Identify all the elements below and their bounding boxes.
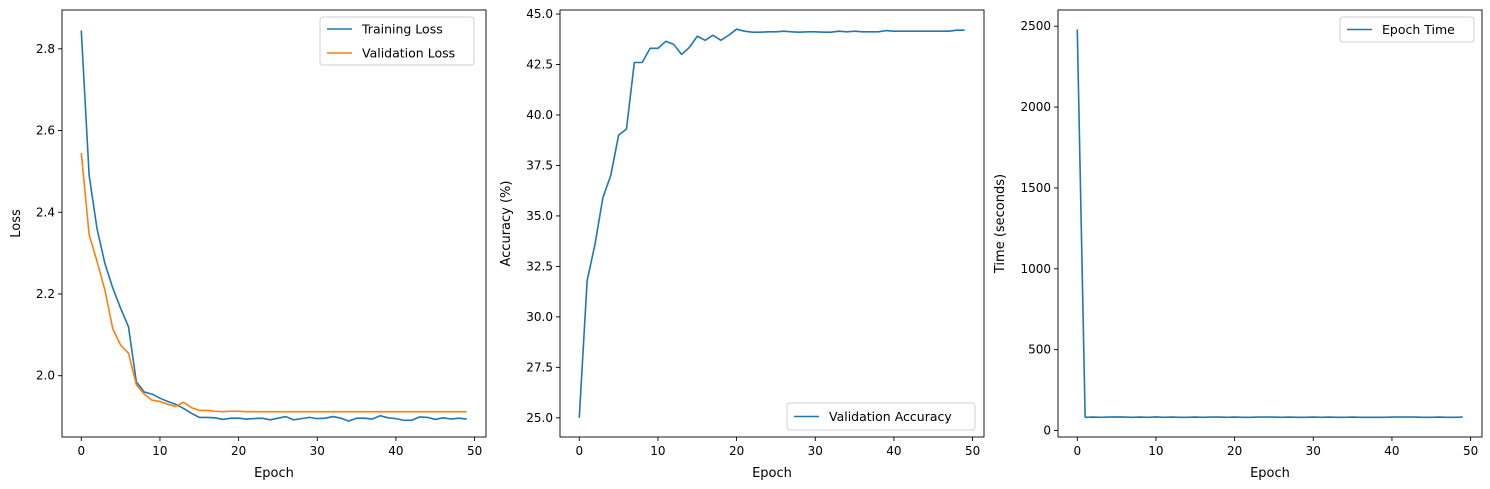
y-tick-label: 500 (1028, 343, 1051, 357)
x-tick-label: 40 (886, 444, 901, 458)
legend-box (786, 402, 976, 431)
y-tick-label: 35.0 (526, 209, 553, 223)
series-line-validation-accuracy (578, 28, 965, 418)
y-tick-label: 2.6 (36, 124, 55, 138)
epoch-time-chart: Epoch Time (seconds) 0 10 20 30 40 5005001000… (993, 9, 1483, 481)
legend: Epoch Time (1339, 16, 1475, 43)
x-axis-label: Epoch (1250, 466, 1290, 481)
legend-box (319, 16, 475, 66)
y-tick-label: 32.5 (526, 259, 553, 273)
x-tick-label: 50 (1463, 444, 1478, 458)
x-axis-label: Epoch (254, 466, 294, 481)
x-tick-label: 30 (1306, 444, 1321, 458)
y-axis-label: Loss (9, 209, 24, 238)
y-tick-label: 30.0 (526, 310, 553, 324)
accuracy-chart: Epoch Accuracy (%) 0 10 20 30 40 50 25.0 27.5 30… (499, 7, 985, 481)
x-tick-label: 30 (808, 444, 823, 458)
plot-frame (1057, 9, 1483, 438)
y-tick-label: 2.4 (36, 205, 55, 219)
series-line-validation-loss (80, 152, 467, 413)
y-tick-label: 40.0 (526, 108, 553, 122)
x-tick-label: 0 (77, 444, 85, 458)
x-tick-label: 10 (152, 444, 167, 458)
legend: Training Loss Validation Loss (319, 16, 475, 66)
x-tick-label: 20 (231, 444, 246, 458)
y-tick-label: 0 (1043, 424, 1051, 438)
y-tick-label: 42.5 (526, 58, 553, 72)
legend-label: Epoch Time (1382, 22, 1455, 37)
x-tick-label: 50 (965, 444, 980, 458)
x-tick-label: 50 (467, 444, 482, 458)
y-tick-label: 1500 (1020, 181, 1051, 195)
x-tick-label: 10 (650, 444, 665, 458)
y-tick-label: 27.5 (526, 360, 553, 374)
series-line-epoch-time (1076, 29, 1463, 419)
x-tick-label: 10 (1148, 444, 1163, 458)
y-tick-label: 45.0 (526, 7, 553, 21)
y-tick-label: 1000 (1020, 262, 1051, 276)
series-line-training-loss (80, 30, 467, 422)
x-tick-label: 0 (1073, 444, 1081, 458)
y-tick-label: 37.5 (526, 158, 553, 172)
legend-label: Validation Loss (362, 46, 455, 61)
legend-label: Validation Accuracy (829, 409, 952, 424)
x-tick-label: 0 (575, 444, 583, 458)
y-tick-label: 2500 (1020, 19, 1051, 33)
plot-frame (559, 9, 985, 438)
y-tick-label: 2.2 (36, 287, 55, 301)
legend-box (1339, 16, 1475, 43)
x-axis-label: Epoch (752, 466, 792, 481)
x-tick-label: 20 (1227, 444, 1242, 458)
x-tick-label: 40 (388, 444, 403, 458)
x-tick-label: 20 (729, 444, 744, 458)
x-tick-label: 30 (310, 444, 325, 458)
x-tick-label: 40 (1384, 444, 1399, 458)
y-axis-label: Accuracy (%) (499, 181, 514, 267)
y-tick-label: 2.0 (36, 369, 55, 383)
y-axis-label: Time (seconds) (993, 174, 1008, 274)
y-tick-label: 2000 (1020, 100, 1051, 114)
legend: Validation Accuracy (786, 402, 976, 431)
y-tick-label: 2.8 (36, 42, 55, 56)
loss-chart: Epoch Loss 0 10 20 30 40 50 2.0 2.2 2.4 2.6 2.8 Tra… (9, 9, 487, 481)
y-tick-label: 25.0 (526, 411, 553, 425)
plot-frame (61, 9, 487, 438)
legend-label: Training Loss (361, 22, 443, 37)
